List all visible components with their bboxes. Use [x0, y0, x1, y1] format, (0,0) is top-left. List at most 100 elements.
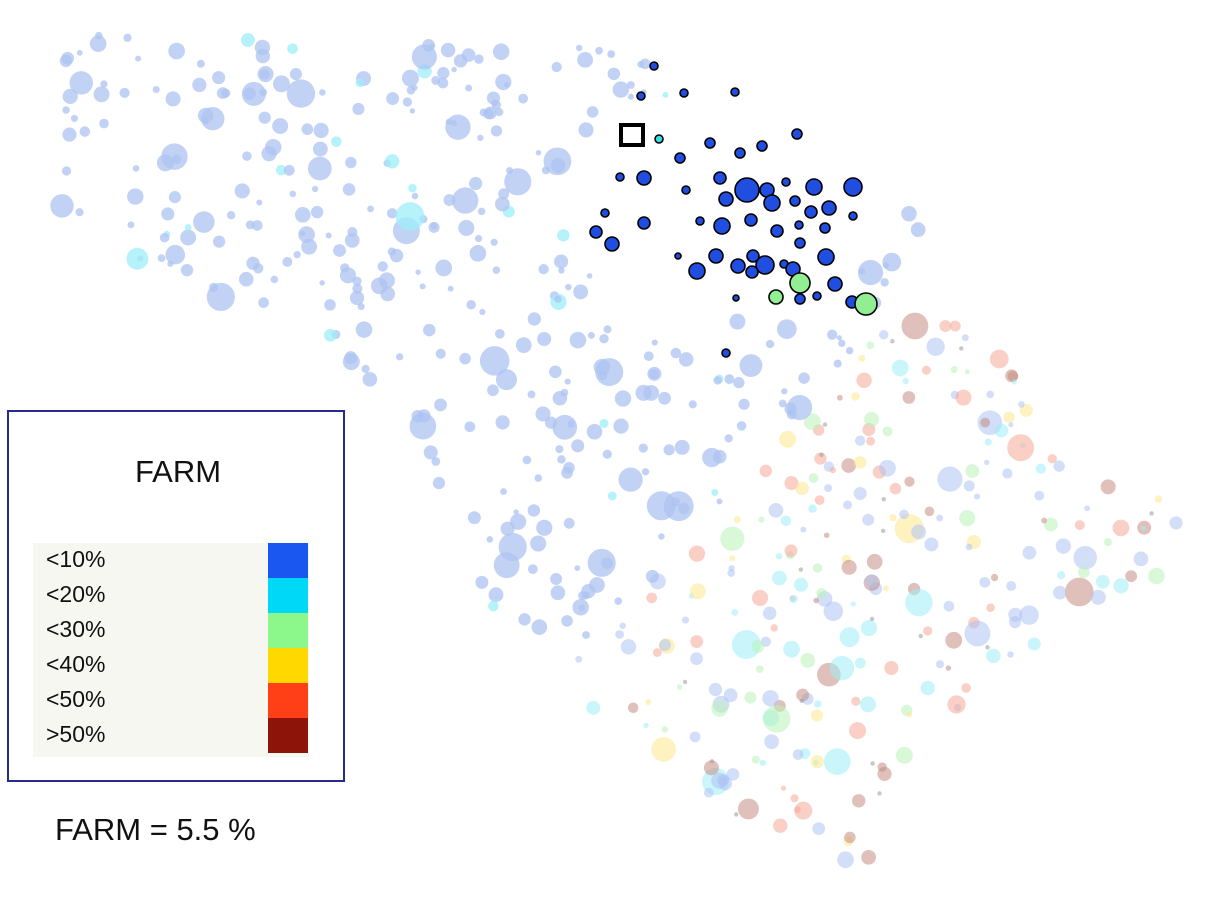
map-point [423, 445, 438, 460]
map-point [1095, 574, 1110, 589]
map-point [949, 320, 961, 332]
map-point [226, 211, 236, 220]
map-point [607, 67, 621, 81]
map-point [537, 331, 552, 346]
map-point [770, 624, 778, 632]
map-point [513, 509, 519, 515]
map-point [803, 413, 821, 431]
map-point [1077, 566, 1090, 579]
map-point [620, 639, 637, 655]
map-point [843, 177, 863, 197]
map-point [408, 183, 417, 193]
legend-swatch [268, 648, 308, 683]
map-point [813, 597, 819, 604]
map-point [720, 526, 745, 551]
map-point [751, 755, 760, 764]
map-point [572, 598, 589, 616]
map-point [986, 603, 995, 612]
map-point [615, 172, 625, 182]
map-point [854, 292, 878, 316]
map-point [984, 459, 990, 466]
map-point [751, 639, 765, 653]
map-point [487, 384, 499, 397]
map-point [768, 502, 784, 518]
map-point [241, 33, 255, 47]
map-point [168, 191, 181, 204]
map-point [569, 331, 587, 349]
map-point [639, 58, 651, 70]
map-point [649, 573, 666, 590]
map-point [772, 570, 787, 586]
map-point [437, 77, 449, 89]
map-point [838, 339, 846, 347]
map-point [500, 521, 515, 536]
map-point [331, 136, 342, 147]
map-point [690, 583, 706, 600]
map-point [152, 86, 160, 94]
map-point [964, 620, 991, 647]
map-point [833, 359, 842, 368]
map-point [851, 696, 861, 706]
legend-row: <50% [33, 683, 309, 718]
map-point [636, 170, 652, 186]
map-point [858, 354, 866, 362]
map-point [824, 484, 833, 493]
map-point [607, 491, 617, 501]
map-point [127, 188, 144, 205]
map-point [488, 587, 504, 603]
map-point [389, 248, 404, 263]
map-point [619, 622, 627, 630]
map-point [549, 365, 562, 379]
map-point [1112, 519, 1130, 537]
map-point [889, 514, 897, 522]
map-point [923, 626, 933, 636]
map-point [651, 339, 658, 346]
map-point [586, 273, 593, 279]
map-point [127, 221, 135, 229]
map-point [1007, 434, 1035, 462]
map-point [409, 412, 437, 440]
map-point [251, 220, 263, 231]
map-point [1149, 511, 1154, 516]
map-point [259, 69, 270, 80]
map-point [731, 608, 739, 616]
map-point [682, 679, 688, 685]
map-point [157, 254, 166, 262]
map-point [670, 347, 682, 359]
map-point [708, 248, 724, 264]
map-point [1057, 571, 1066, 580]
map-point [1008, 607, 1023, 622]
map-point [1084, 505, 1091, 512]
map-point [814, 700, 822, 708]
map-point [765, 339, 775, 349]
map-point [762, 606, 777, 620]
map-point [283, 164, 295, 176]
map-point [702, 447, 722, 468]
map-point [880, 278, 889, 287]
map-point [253, 263, 264, 274]
map-point [500, 488, 507, 495]
map-point [571, 439, 585, 453]
map-point [349, 290, 365, 306]
map-point [1103, 538, 1112, 547]
map-point [794, 237, 806, 249]
map-point [352, 102, 365, 115]
map-point [411, 84, 418, 91]
map-point [690, 652, 703, 666]
map-point [415, 269, 421, 275]
map-point [180, 229, 197, 246]
map-point [586, 106, 599, 118]
map-point [197, 107, 214, 124]
map-point [612, 81, 630, 98]
map-point [961, 683, 972, 693]
selected-location-marker[interactable] [619, 123, 645, 147]
map-point [586, 700, 601, 715]
map-point [703, 760, 719, 776]
map-point [1169, 516, 1183, 530]
map-point [676, 684, 683, 690]
map-point [880, 528, 886, 534]
map-point [447, 285, 454, 292]
map-point [866, 436, 875, 446]
map-point [789, 594, 798, 604]
legend-row: <30% [33, 613, 309, 648]
